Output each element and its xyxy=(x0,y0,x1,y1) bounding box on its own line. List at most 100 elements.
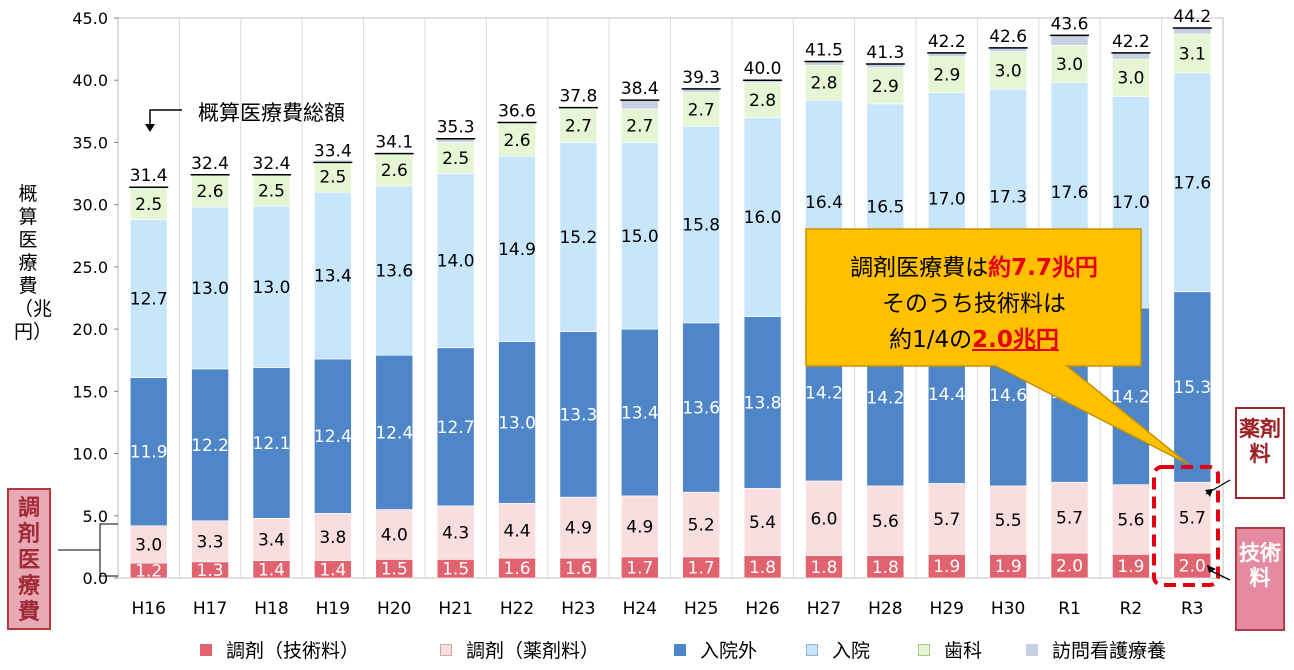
data-label: 13.6 xyxy=(682,399,720,419)
seg-nyuin xyxy=(743,117,782,317)
data-label: 13.4 xyxy=(314,267,352,287)
seg-yakuzai xyxy=(191,520,229,563)
data-label: 15.8 xyxy=(682,216,720,236)
seg-yakuzai xyxy=(621,495,659,558)
data-label: 5.7 xyxy=(1056,509,1083,529)
total-label: 42.2 xyxy=(1112,32,1150,52)
seg-yakuzai xyxy=(805,480,843,556)
y-tick-label: 10.0 xyxy=(72,445,108,464)
data-label: 2.0 xyxy=(1056,557,1083,577)
seg-gijutsu xyxy=(1050,552,1089,579)
tech-fee-arrow xyxy=(1208,569,1231,581)
data-label: 2.5 xyxy=(135,195,162,215)
seg-houmon xyxy=(1050,35,1089,46)
data-label: 13.0 xyxy=(253,278,291,298)
total-label: 34.1 xyxy=(375,133,413,153)
data-label: 1.2 xyxy=(135,562,162,582)
seg-shika xyxy=(1050,45,1089,84)
callout-line1-pre: 調剤医療費は xyxy=(850,255,989,281)
seg-shika xyxy=(559,108,598,143)
total-label: 38.4 xyxy=(621,79,659,99)
data-label: 2.7 xyxy=(565,117,592,137)
data-label: 2.6 xyxy=(197,182,224,202)
data-label: 3.0 xyxy=(135,535,162,555)
data-label: 14.0 xyxy=(437,252,475,272)
data-label: 13.8 xyxy=(744,394,782,414)
data-label: 4.9 xyxy=(626,517,653,537)
legend-swatch xyxy=(918,643,930,656)
data-label: 11.9 xyxy=(130,443,168,463)
category-label: R2 xyxy=(1120,599,1143,619)
data-label: 2.8 xyxy=(810,74,837,94)
data-label: 15.0 xyxy=(621,227,659,247)
legend-item-yakuzai: 調剤（薬剤料） xyxy=(440,636,599,663)
data-label: 12.7 xyxy=(437,418,475,438)
category-label: R3 xyxy=(1181,599,1204,619)
data-label: 3.3 xyxy=(197,532,224,552)
category-label: H16 xyxy=(131,599,165,619)
seg-nyuin xyxy=(436,173,475,349)
data-label: 1.8 xyxy=(810,558,837,578)
seg-nyuingai xyxy=(314,358,352,514)
y-tick-label: 30.0 xyxy=(72,196,108,215)
data-label: 1.7 xyxy=(626,558,653,578)
seg-yakuzai xyxy=(436,505,475,560)
total-label: 41.3 xyxy=(866,43,904,63)
seg-yakuzai xyxy=(129,525,168,564)
seg-yakuzai xyxy=(498,503,536,559)
data-label: 2.5 xyxy=(319,168,346,188)
data-label: 2.7 xyxy=(626,117,653,137)
data-label: 2.5 xyxy=(442,149,469,169)
drug-fee-arrowhead xyxy=(1205,489,1213,497)
data-label: 15.2 xyxy=(559,228,597,248)
data-label: 5.5 xyxy=(995,511,1022,531)
seg-yakuzai xyxy=(314,512,352,561)
legend: 調剤（技術料） 調剤（薬剤料） 入院外 入院 歯科 訪問看護療養 xyxy=(200,636,1200,666)
data-label: 12.4 xyxy=(375,423,413,443)
data-label: 1.9 xyxy=(995,557,1022,577)
seg-shika xyxy=(191,174,229,208)
y-axis: 0.0 5.0 10.0 15.0 20.0 25.0 30.0 35.0 40.0 45.0 xyxy=(72,9,118,588)
seg-yakuzai xyxy=(559,496,598,559)
callout-line1-emphasis: 約7.7兆円 xyxy=(988,255,1098,281)
category-label: H29 xyxy=(930,599,964,619)
seg-nyuin xyxy=(314,191,352,360)
data-label: 1.6 xyxy=(565,559,592,579)
data-label: 14.4 xyxy=(928,385,966,405)
data-label: 4.0 xyxy=(381,525,408,545)
drug-fee-box: 薬剤料 xyxy=(1235,407,1285,499)
seg-shika xyxy=(1173,33,1212,74)
y-tick-label: 40.0 xyxy=(72,71,108,90)
data-label: 13.6 xyxy=(375,262,413,282)
category-label: H22 xyxy=(500,599,534,619)
total-label: 39.3 xyxy=(682,68,720,88)
data-label: 1.6 xyxy=(504,559,531,579)
data-label: 16.0 xyxy=(744,208,782,228)
seg-yakuzai xyxy=(1050,481,1089,554)
seg-shika xyxy=(682,92,720,127)
data-label: 2.8 xyxy=(749,91,776,111)
data-label: 1.4 xyxy=(258,560,285,580)
total-label: 36.6 xyxy=(498,102,536,122)
data-label: 17.0 xyxy=(1112,193,1150,213)
legend-label: 訪問看護療養 xyxy=(1052,640,1167,662)
data-label: 5.6 xyxy=(1117,511,1144,531)
y-tick-label: 45.0 xyxy=(72,9,108,28)
legend-swatch xyxy=(440,643,452,656)
total-annotation-label: 概算医療費総額 xyxy=(198,101,345,125)
seg-houmon xyxy=(314,159,352,162)
data-label: 17.3 xyxy=(989,188,1027,208)
seg-nyuingai xyxy=(559,331,598,498)
data-label: 1.9 xyxy=(1117,557,1144,577)
data-label: 3.0 xyxy=(1117,69,1144,89)
data-label: 13.0 xyxy=(498,413,536,433)
legend-swatch xyxy=(1026,643,1038,656)
category-label: R1 xyxy=(1058,599,1081,619)
data-label: 2.5 xyxy=(258,181,285,201)
total-label: 44.2 xyxy=(1173,7,1211,27)
legend-item-shika: 歯科 xyxy=(918,636,982,663)
total-label: 37.8 xyxy=(559,87,597,107)
y-tick-label: 15.0 xyxy=(72,382,108,401)
data-label: 4.3 xyxy=(442,524,469,544)
seg-nyuingai xyxy=(682,322,720,493)
